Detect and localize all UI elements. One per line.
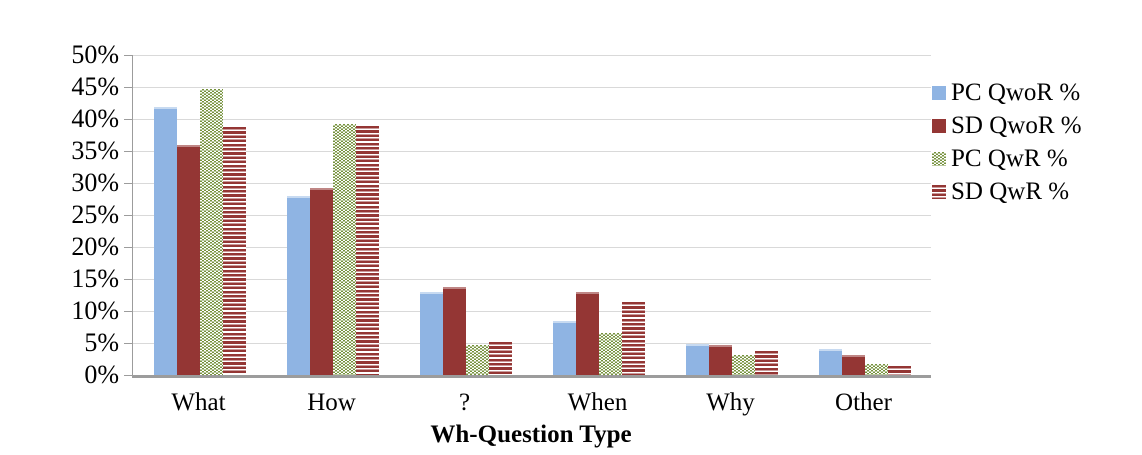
y-axis-tick-label: 35% [71, 136, 119, 165]
bar [176, 145, 200, 375]
y-axis-tick-mark [124, 279, 132, 280]
gridline [133, 279, 931, 280]
bar [199, 88, 223, 375]
x-axis-tick-label: Why [706, 389, 755, 416]
bar-group [133, 55, 266, 375]
y-axis-tick-mark [124, 119, 132, 120]
bar [552, 320, 576, 375]
y-axis-tick-mark [124, 151, 132, 152]
bar [332, 124, 356, 375]
legend-item: PC QwoR % [932, 80, 1082, 105]
x-axis-tick-label: Other [835, 389, 892, 416]
y-axis-tick-label: 15% [71, 264, 119, 293]
legend: PC QwoR % SD QwoR % PC QwR % SD QwR % [932, 80, 1082, 212]
bar-group [266, 55, 399, 375]
bar [864, 364, 888, 375]
bar [153, 106, 177, 375]
y-axis-tick-mark [124, 183, 132, 184]
bar [887, 366, 911, 375]
gridline [133, 343, 931, 344]
plot-area [132, 55, 931, 378]
gridline [133, 183, 931, 184]
x-axis-title: Wh-Question Type [430, 421, 632, 448]
legend-swatch-icon [932, 184, 946, 199]
bar [754, 351, 778, 375]
x-axis-tick-label: ? [458, 389, 471, 416]
bar [575, 291, 599, 375]
gridline [133, 247, 931, 248]
legend-swatch-icon [932, 118, 946, 133]
bar-group [665, 55, 798, 375]
x-axis-tick-label: When [567, 389, 628, 416]
bar-group [798, 55, 931, 375]
legend-label: PC QwoR % [951, 79, 1081, 106]
y-axis-tick-mark [124, 215, 132, 216]
bar-group [399, 55, 532, 375]
y-axis-tick-label: 25% [71, 200, 119, 229]
bar [419, 292, 443, 375]
legend-item: PC QwR % [932, 146, 1082, 171]
bar-group [532, 55, 665, 375]
y-axis-tick-label: 30% [71, 168, 119, 197]
gridline [133, 151, 931, 152]
y-axis-tick-mark [124, 311, 132, 312]
y-axis-tick-mark [124, 375, 132, 376]
gridline [133, 215, 931, 216]
x-axis-labels: What How? When Why Other [132, 389, 930, 417]
bar [488, 341, 512, 375]
legend-item: SD QwoR % [932, 113, 1082, 138]
legend-item: SD QwR % [932, 179, 1082, 204]
legend-label: SD QwoR % [951, 112, 1082, 139]
bar [442, 287, 466, 375]
y-axis-tick-mark [124, 247, 132, 248]
gridline [133, 311, 931, 312]
y-axis-tick-label: 40% [71, 104, 119, 133]
y-axis-tick-label: 45% [71, 72, 119, 101]
y-axis-tick-label: 10% [71, 296, 119, 325]
legend-swatch-icon [932, 151, 946, 166]
legend-swatch-icon [932, 85, 946, 100]
bar-groups [133, 55, 931, 375]
bar [598, 333, 622, 375]
x-axis-tick-label: What [171, 389, 226, 416]
legend-label: PC QwR % [951, 145, 1068, 172]
bar [309, 187, 333, 375]
bar [621, 302, 645, 375]
y-axis-tick-label: 20% [71, 232, 119, 261]
gridlines [133, 55, 931, 375]
legend-label: SD QwR % [951, 178, 1070, 205]
bar [286, 196, 310, 375]
gridline [133, 55, 931, 56]
bar [222, 126, 246, 375]
bar [708, 344, 732, 375]
y-axis-tick-label: 50% [71, 40, 119, 69]
bar [465, 344, 489, 375]
y-axis-tick-mark [124, 343, 132, 344]
bar [731, 355, 755, 375]
bar [818, 348, 842, 375]
bar [685, 343, 709, 375]
gridline [133, 119, 931, 120]
bar [355, 126, 379, 375]
x-axis-tick-label: How [307, 389, 356, 416]
gridline [133, 87, 931, 88]
y-axis-tick-mark [124, 87, 132, 88]
y-axis-tick-label: 5% [84, 328, 119, 357]
bar [841, 355, 865, 375]
y-axis-tick-label: 0% [84, 360, 119, 389]
y-axis-tick-mark [124, 55, 132, 56]
